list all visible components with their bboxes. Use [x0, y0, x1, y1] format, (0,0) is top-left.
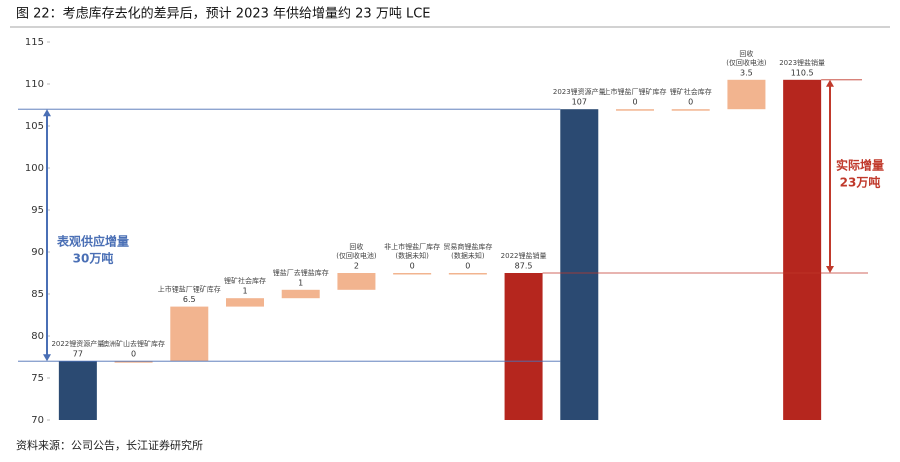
- category-label: 锂矿社会库存: [224, 276, 266, 285]
- y-tick-label: 95: [31, 205, 44, 216]
- y-tick-label: 110: [25, 79, 44, 90]
- value-label: 0: [410, 262, 415, 271]
- category-label: 非上市锂盐厂库存(数据未知): [384, 242, 440, 260]
- bar: [226, 298, 264, 307]
- value-label: 110.5: [791, 68, 814, 77]
- annotation: 表观供应增量 30万吨: [56, 233, 129, 265]
- bar: [560, 109, 599, 420]
- bar: [114, 361, 153, 363]
- y-tick-label: 75: [31, 373, 44, 384]
- bar: [170, 306, 209, 362]
- bar: [616, 109, 654, 111]
- arrow-head: [826, 266, 834, 273]
- value-label: 0: [632, 98, 637, 107]
- category-label: 2023锂资源产量: [553, 87, 606, 96]
- arrow-head: [43, 354, 51, 362]
- bar: [58, 361, 97, 420]
- category-label: 2023锂盐销量: [779, 58, 825, 67]
- y-tick-label: 70: [31, 415, 44, 426]
- value-label: 107: [572, 98, 587, 107]
- value-label: 77: [73, 350, 83, 359]
- value-label: 0: [131, 350, 136, 359]
- category-label: 贸易商锂盐库存(数据未知): [443, 242, 492, 260]
- category-label: 2022锂资源产量: [51, 339, 104, 348]
- y-tick-label: 100: [25, 163, 44, 174]
- bar: [727, 79, 766, 110]
- bar: [671, 109, 710, 111]
- y-tick-label: 105: [25, 121, 44, 132]
- y-tick-label: 90: [31, 247, 44, 258]
- value-label: 6.5: [183, 295, 196, 304]
- bar: [504, 273, 543, 420]
- chart-title: 图 22：考虑库存去化的差异后，预计 2023 年供给增量约 23 万吨 LCE: [16, 6, 431, 22]
- y-tick-label: 85: [31, 289, 44, 300]
- bar: [337, 273, 376, 290]
- category-label: 澳洲矿山去锂矿库存: [102, 339, 165, 348]
- value-label: 0: [465, 262, 470, 271]
- y-tick-label: 115: [25, 37, 44, 48]
- bar: [448, 273, 487, 275]
- value-label: 87.5: [515, 262, 533, 271]
- category-label: 锂盐厂去锂盐库存: [273, 268, 329, 277]
- arrow-head: [826, 79, 834, 87]
- bar: [783, 79, 822, 421]
- category-label: 2022锂盐销量: [501, 251, 547, 260]
- category-label: 上市锂盐厂锂矿库存: [158, 285, 221, 294]
- value-label: 3.5: [740, 68, 753, 77]
- category-label: 锂矿社会库存: [670, 87, 712, 96]
- value-label: 1: [242, 287, 247, 296]
- category-label: 回收(仅回收电池): [726, 49, 767, 67]
- value-label: 0: [688, 98, 693, 107]
- category-label: 回收(仅回收电池): [336, 242, 377, 260]
- y-tick-label: 80: [31, 331, 44, 342]
- value-label: 2: [354, 262, 359, 271]
- arrow-head: [43, 109, 51, 117]
- annotation-bg: [52, 230, 134, 270]
- annotation: 实际增量 23万吨: [836, 157, 884, 189]
- annotation-bg: [833, 156, 889, 194]
- category-label: 上市锂盐厂锂矿库存: [604, 87, 667, 96]
- source-note: 资料来源：公司公告，长江证券研究所: [16, 438, 203, 452]
- bar: [393, 273, 432, 275]
- bar: [281, 289, 320, 299]
- value-label: 1: [298, 278, 303, 287]
